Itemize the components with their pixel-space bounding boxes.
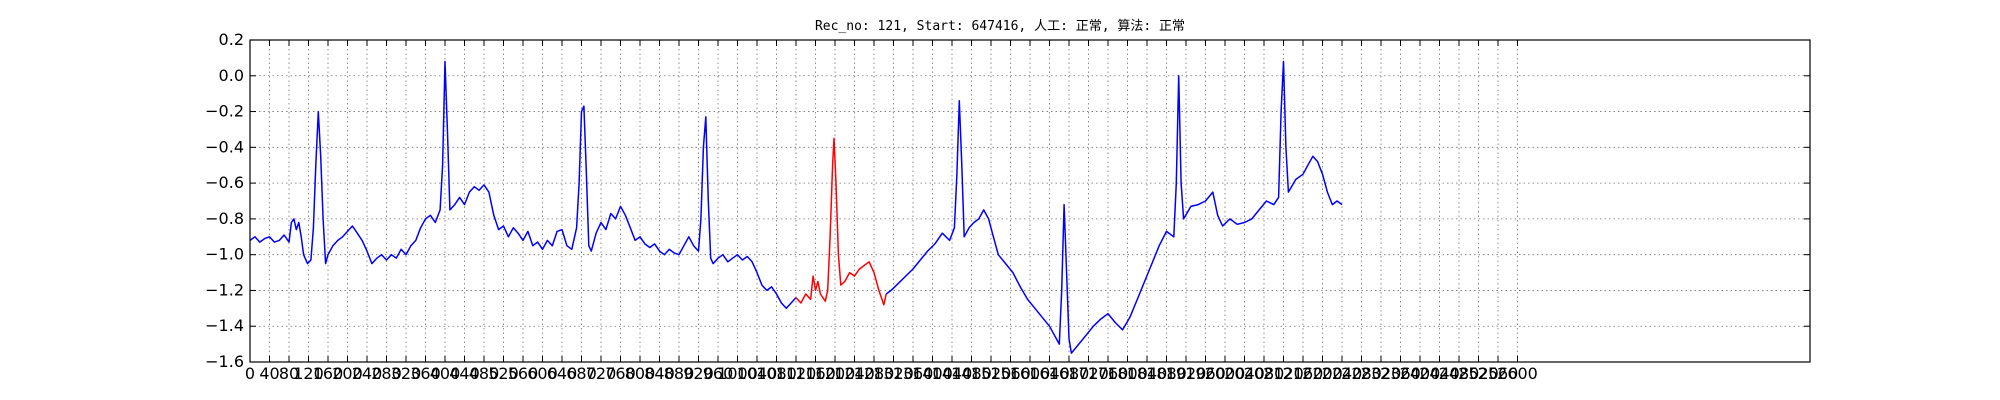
x-tick-label: 480 — [469, 364, 500, 383]
x-tick-label: 2240 — [1322, 364, 1363, 383]
x-tick-label: 2400 — [1400, 364, 1441, 383]
x-tick-label: 720 — [586, 364, 617, 383]
x-tick-label: 1440 — [932, 364, 973, 383]
x-tick-label: 120 — [293, 364, 324, 383]
x-tick-label: 520 — [488, 364, 519, 383]
x-tick-label: 560 — [508, 364, 539, 383]
x-tick-label: 1480 — [951, 364, 992, 383]
x-tick-label: 640 — [547, 364, 578, 383]
grid — [249, 39, 1810, 363]
x-tick-label: 1920 — [1166, 364, 1207, 383]
x-axis-tick-labels: 0 40 8012016020024028032036040044048052056… — [245, 364, 1538, 383]
x-tick-label: 1200 — [815, 364, 856, 383]
series-line-1 — [795, 137, 887, 306]
axis-ticks — [249, 39, 1810, 363]
x-tick-label: 920 — [683, 364, 714, 383]
x-tick-label: 960 — [703, 364, 734, 383]
x-tick-label: 2520 — [1458, 364, 1499, 383]
x-tick-label: 400 — [430, 364, 461, 383]
x-tick-label: 1160 — [795, 364, 836, 383]
x-tick-label: 280 — [371, 364, 402, 383]
y-tick-label: −0.2 — [205, 102, 244, 121]
y-tick-label: −0.4 — [205, 137, 244, 156]
x-tick-label: 1000 — [717, 364, 758, 383]
x-tick-label: 1240 — [834, 364, 875, 383]
x-tick-label: 1680 — [1049, 364, 1090, 383]
x-tick-label: 1800 — [1107, 364, 1148, 383]
x-tick-label: 160 — [313, 364, 344, 383]
x-tick-label: 0 — [245, 364, 255, 383]
x-tick-label: 600 — [527, 364, 558, 383]
y-tick-label: −0.6 — [205, 173, 244, 192]
x-tick-label: 1520 — [971, 364, 1012, 383]
x-tick-label: 760 — [605, 364, 636, 383]
y-tick-label: −1.4 — [205, 316, 244, 335]
x-tick-label: 2360 — [1380, 364, 1421, 383]
x-tick-label: 1280 — [854, 364, 895, 383]
x-tick-label: 2320 — [1361, 364, 1402, 383]
x-tick-label: 680 — [566, 364, 597, 383]
x-tick-label: 1960 — [1185, 364, 1226, 383]
x-tick-label: 2560 — [1478, 364, 1519, 383]
x-tick-label: 320 — [391, 364, 422, 383]
x-tick-label: 1760 — [1088, 364, 1129, 383]
x-tick-label: 2160 — [1283, 364, 1324, 383]
x-tick-label: 1560 — [990, 364, 1031, 383]
x-tick-label: 1120 — [776, 364, 817, 383]
chart-title: Rec_no: 121, Start: 647416, 人工: 正常, 算法: … — [815, 19, 1185, 34]
x-tick-label: 200 — [332, 364, 363, 383]
y-tick-label: −1.2 — [205, 280, 244, 299]
x-tick-label: 2440 — [1419, 364, 1460, 383]
y-tick-label: 0.0 — [219, 66, 244, 85]
y-tick-label: −1.0 — [205, 245, 244, 264]
x-tick-label: 2480 — [1439, 364, 1480, 383]
x-tick-label: 2600 — [1497, 364, 1538, 383]
plot-frame — [249, 39, 1811, 363]
x-tick-label: 2200 — [1302, 364, 1343, 383]
x-tick-label: 1320 — [873, 364, 914, 383]
x-tick-label: 2040 — [1224, 364, 1265, 383]
x-tick-label: 360 — [410, 364, 441, 383]
x-tick-label: 40 — [259, 364, 279, 383]
series-line-2 — [885, 60, 1343, 354]
x-tick-label: 1640 — [1029, 364, 1070, 383]
x-tick-label: 1600 — [1010, 364, 1051, 383]
x-tick-label: 1080 — [756, 364, 797, 383]
y-tick-label: 0.2 — [219, 30, 244, 49]
x-tick-label: 2000 — [1205, 364, 1246, 383]
x-tick-label: 800 — [625, 364, 656, 383]
x-tick-label: 1400 — [912, 364, 953, 383]
x-tick-label: 1720 — [1068, 364, 1109, 383]
x-tick-label: 2080 — [1244, 364, 1285, 383]
x-tick-label: 440 — [449, 364, 480, 383]
x-tick-label: 240 — [352, 364, 383, 383]
y-tick-label: −0.8 — [205, 209, 244, 228]
x-tick-label: 1360 — [893, 364, 934, 383]
x-tick-label: 1840 — [1127, 364, 1168, 383]
x-tick-label: 840 — [644, 364, 675, 383]
x-tick-label: 1040 — [737, 364, 778, 383]
x-tick-label: 2120 — [1263, 364, 1304, 383]
x-tick-label: 880 — [664, 364, 695, 383]
x-tick-label: 2280 — [1341, 364, 1382, 383]
x-tick-label: 80 — [279, 364, 299, 383]
x-tick-label: 1880 — [1146, 364, 1187, 383]
series-line-0 — [249, 60, 797, 310]
y-tick-label: −1.6 — [205, 352, 244, 371]
series-group — [249, 60, 1343, 354]
y-axis-tick-labels: 0.2 0.0 −0.2 −0.4 −0.6 −0.8 −1.0 −1.2 −1.4 −1.6 — [205, 30, 244, 371]
